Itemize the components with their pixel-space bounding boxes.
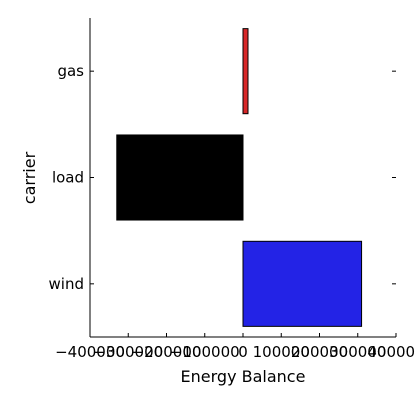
- x-tick-label: 100000: [253, 343, 310, 361]
- y-axis-label: carrier: [20, 151, 39, 204]
- x-tick-label: −300000: [93, 343, 163, 361]
- x-tick-label: 0: [238, 343, 248, 361]
- x-tick-label: 300000: [329, 343, 386, 361]
- x-tick-label: 400000: [367, 343, 415, 361]
- bars-layer: [116, 28, 363, 327]
- y-tick-label-gas: gas: [57, 62, 84, 80]
- x-tick-label: −400000: [55, 343, 125, 361]
- y-tick-label-load: load: [52, 169, 84, 187]
- x-tick-label: −100000: [170, 343, 240, 361]
- bar-load: [116, 134, 244, 221]
- bar-gas: [242, 28, 249, 115]
- x-tick-label: 200000: [291, 343, 348, 361]
- bar-wind: [242, 240, 363, 327]
- x-tick-label: −200000: [132, 343, 202, 361]
- y-tick-label-wind: wind: [49, 275, 84, 293]
- x-axis-label: Energy Balance: [181, 367, 306, 386]
